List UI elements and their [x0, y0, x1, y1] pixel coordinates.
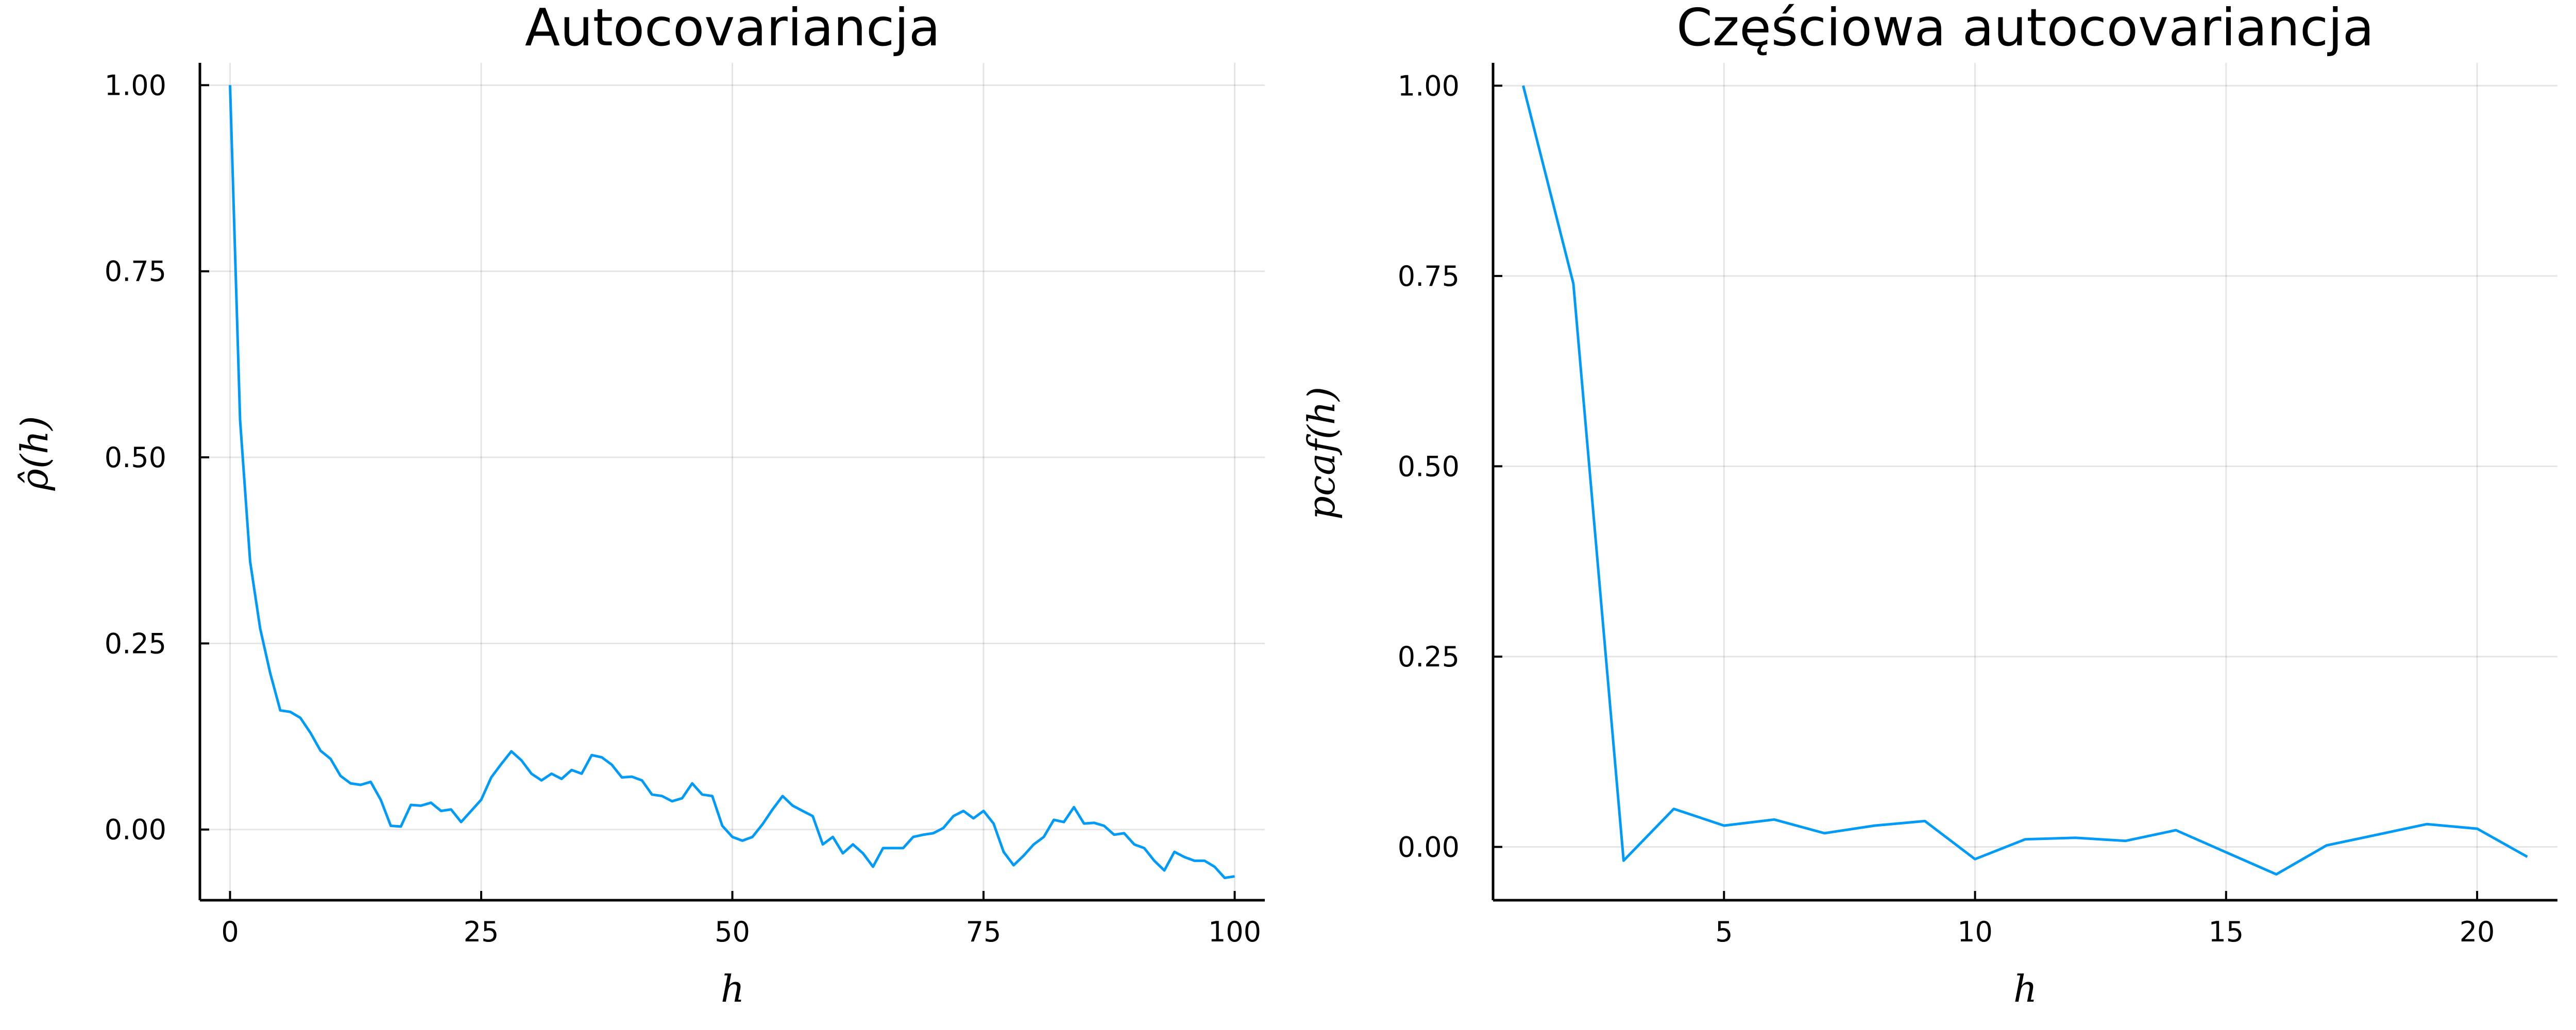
acf-panel: Autocovariancja h ρ̂(h) 0 25 50 75 100 0.00 0.…: [13, 0, 1265, 1010]
acf-x-tick-label: 0: [221, 916, 239, 948]
acf-series-line: [229, 85, 1235, 880]
pacf-title: Częściowa autocovariancja: [1676, 0, 2374, 58]
pacf-x-tick-label: 15: [2208, 916, 2244, 948]
acf-y-tick-label: 0.75: [105, 255, 166, 288]
acf-x-tick-label: 25: [464, 916, 499, 948]
acf-x-tick-label: 100: [1208, 916, 1261, 948]
acf-y-tick-label: 0.50: [105, 441, 166, 474]
pacf-y-tick-label: 0.25: [1398, 641, 1460, 673]
pacf-y-tick-label: 1.00: [1398, 70, 1460, 102]
pacf-x-axis-label: h: [2013, 967, 2037, 1010]
acf-y-tick-label: 0.25: [105, 627, 166, 660]
pacf-panel: Częściowa autocovariancja h pcaf(h) 5 10 1…: [1300, 0, 2557, 1010]
acf-title: Autocovariancja: [525, 0, 940, 58]
acf-y-tick-label: 1.00: [105, 69, 166, 101]
acf-x-axis-label: h: [721, 967, 744, 1010]
acf-y-tick-label: 0.00: [105, 814, 166, 846]
pacf-x-tick-label: 5: [1715, 916, 1733, 948]
pacf-series-line: [1522, 85, 2528, 876]
pacf-x-tick-label: 20: [2460, 916, 2495, 948]
pacf-y-tick-label: 0.50: [1398, 450, 1460, 483]
pacf-y-tick-label: 0.00: [1398, 831, 1460, 864]
acf-x-tick-label: 50: [715, 916, 750, 948]
pacf-y-axis-label: pcaf(h): [1300, 387, 1343, 520]
pacf-x-tick-label: 10: [1957, 916, 1993, 948]
acf-y-axis-label: ρ̂(h): [13, 416, 56, 491]
acf-x-tick-label: 75: [966, 916, 1002, 948]
pacf-y-tick-label: 0.75: [1398, 260, 1460, 293]
